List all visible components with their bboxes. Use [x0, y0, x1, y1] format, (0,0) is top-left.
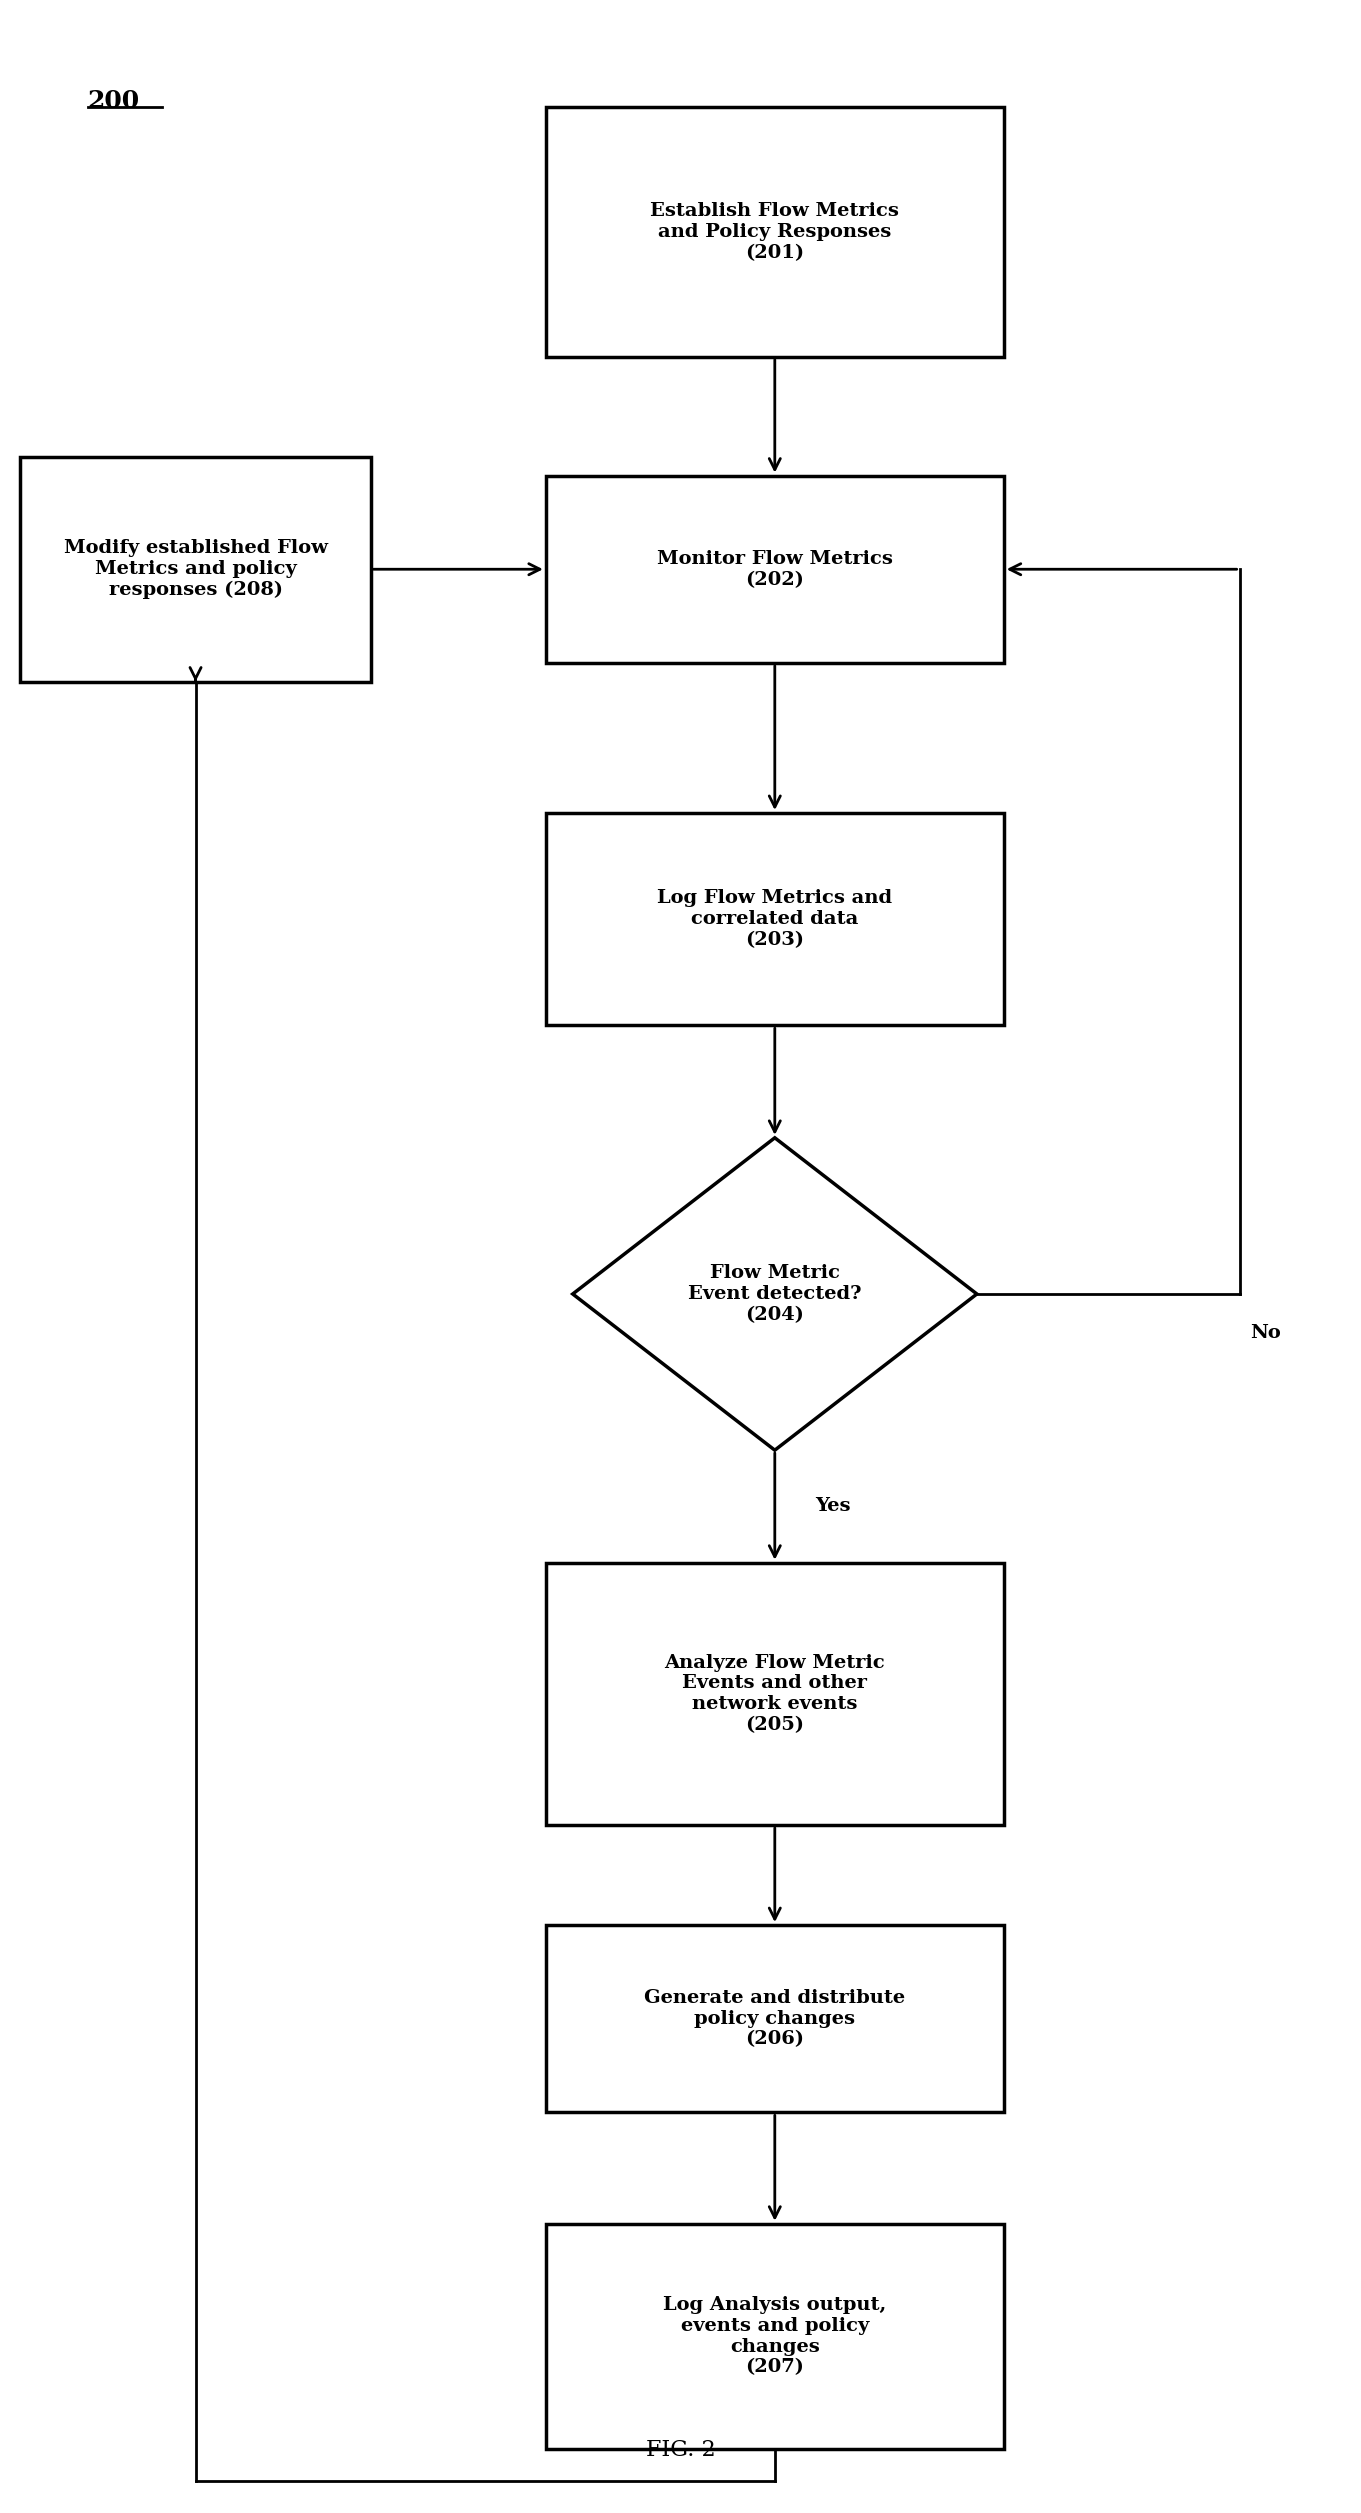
Text: Analyze Flow Metric
Events and other
network events
(205): Analyze Flow Metric Events and other net… — [664, 1654, 885, 1734]
Text: No: No — [1251, 1324, 1281, 1342]
FancyBboxPatch shape — [546, 1563, 1004, 1824]
Text: Log Analysis output,
events and policy
changes
(207): Log Analysis output, events and policy c… — [663, 2297, 886, 2377]
Text: 200: 200 — [87, 90, 140, 113]
FancyBboxPatch shape — [546, 2224, 1004, 2448]
Text: Generate and distribute
policy changes
(206): Generate and distribute policy changes (… — [644, 1988, 905, 2048]
Text: Flow Metric
Event detected?
(204): Flow Metric Event detected? (204) — [689, 1264, 862, 1324]
FancyBboxPatch shape — [546, 812, 1004, 1025]
Text: Yes: Yes — [815, 1498, 851, 1515]
FancyBboxPatch shape — [546, 475, 1004, 663]
FancyBboxPatch shape — [546, 108, 1004, 357]
FancyBboxPatch shape — [546, 1925, 1004, 2113]
FancyBboxPatch shape — [20, 457, 370, 681]
Text: FIG. 2: FIG. 2 — [645, 2440, 716, 2460]
Text: Modify established Flow
Metrics and policy
responses (208): Modify established Flow Metrics and poli… — [64, 540, 328, 598]
Text: Monitor Flow Metrics
(202): Monitor Flow Metrics (202) — [657, 550, 893, 588]
Text: Log Flow Metrics and
correlated data
(203): Log Flow Metrics and correlated data (20… — [657, 890, 893, 950]
Polygon shape — [573, 1138, 977, 1450]
Text: Establish Flow Metrics
and Policy Responses
(201): Establish Flow Metrics and Policy Respon… — [651, 201, 900, 261]
